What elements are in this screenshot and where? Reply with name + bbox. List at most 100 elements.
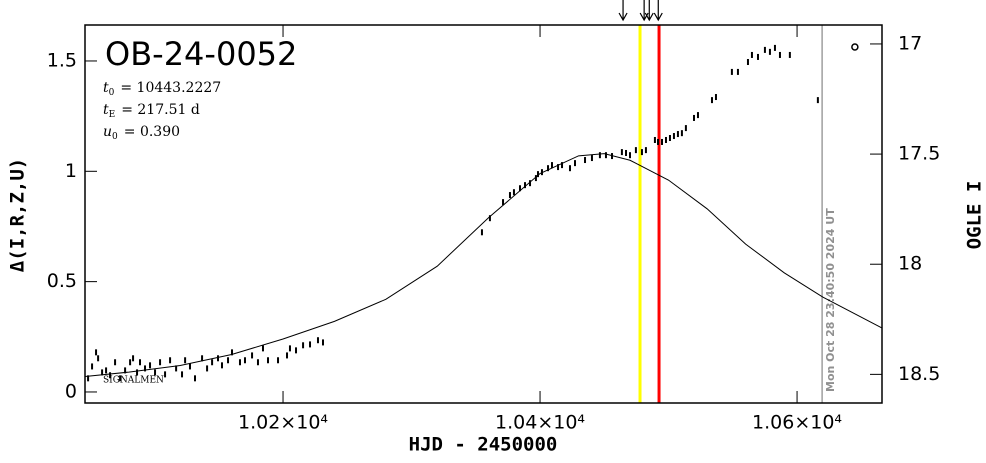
fit-parameter: t0 = 10443.2227 — [103, 80, 221, 98]
data-point — [529, 180, 532, 187]
data-point — [672, 133, 675, 140]
data-point — [87, 375, 90, 382]
y-tick-label: 0.5 — [47, 270, 77, 292]
data-point — [550, 162, 553, 169]
data-point — [714, 94, 717, 101]
data-point — [119, 375, 122, 382]
data-point — [692, 114, 695, 121]
data-point — [95, 349, 98, 356]
data-point — [561, 162, 564, 169]
data-point — [184, 357, 187, 364]
data-point — [91, 363, 94, 370]
data-point — [512, 189, 515, 196]
data-point — [139, 359, 142, 366]
model-curve — [85, 153, 883, 378]
arrow — [653, 0, 663, 22]
data-point — [132, 355, 135, 362]
data-point — [164, 371, 167, 378]
data-point — [194, 375, 197, 382]
data-point — [657, 138, 660, 145]
data-point — [309, 341, 312, 348]
data-point — [598, 152, 601, 159]
symbol: t — [103, 102, 109, 118]
subscript: 0 — [109, 88, 115, 98]
y-tick-label: 0 — [65, 380, 77, 402]
data-point — [502, 199, 505, 206]
data-point — [660, 138, 663, 145]
plot-frame — [84, 24, 883, 404]
data-point — [105, 367, 108, 374]
data-point — [763, 46, 766, 53]
data-point — [620, 149, 623, 156]
data-point — [261, 345, 264, 352]
data-point — [154, 369, 157, 376]
data-point — [547, 165, 550, 172]
data-point — [816, 97, 819, 104]
data-point — [114, 359, 117, 366]
y-tick-label: 1 — [65, 160, 77, 182]
value: = 10443.2227 — [120, 80, 221, 96]
data-point — [302, 342, 305, 349]
data-point — [584, 157, 587, 164]
data-point — [634, 147, 637, 154]
data-point — [851, 43, 859, 51]
data-point — [286, 352, 289, 359]
data-point — [668, 135, 671, 142]
data-point — [604, 152, 607, 159]
data-point — [756, 53, 759, 60]
data-point — [773, 44, 776, 51]
data-point — [778, 51, 781, 58]
data-point — [220, 362, 223, 369]
fit-parameter: tE = 217.51 d — [103, 102, 200, 120]
data-point — [144, 365, 147, 372]
data-point — [590, 155, 593, 162]
data-point — [101, 369, 104, 376]
data-point — [640, 149, 643, 156]
x-tick-label: 1.02×10⁴ — [238, 412, 328, 434]
data-point — [277, 357, 280, 364]
data-point — [653, 136, 656, 143]
data-point — [696, 112, 699, 119]
data-point — [243, 357, 246, 364]
data-point — [206, 365, 209, 372]
data-point — [129, 359, 132, 366]
data-point — [710, 97, 713, 104]
data-point — [676, 131, 679, 138]
data-point — [231, 349, 234, 356]
value: = 0.390 — [124, 124, 180, 140]
data-point — [508, 192, 511, 199]
data-point — [680, 130, 683, 137]
data-point — [181, 371, 184, 378]
data-point — [124, 367, 127, 374]
data-point — [201, 355, 204, 362]
data-point — [238, 359, 241, 366]
data-point — [316, 337, 319, 344]
x-tick-label: 1.04×10⁴ — [495, 412, 585, 434]
data-point — [736, 68, 739, 75]
y-axis-label: Δ(I,R,Z,U) — [7, 158, 29, 272]
data-point — [288, 345, 291, 352]
data-point — [169, 357, 172, 364]
data-point — [266, 357, 269, 364]
data-point — [217, 355, 220, 362]
arrow — [644, 0, 654, 22]
data-point — [321, 339, 324, 346]
data-point — [573, 160, 576, 167]
data-point — [534, 175, 537, 182]
data-point — [746, 59, 749, 66]
data-point — [557, 164, 560, 171]
data-point — [518, 185, 521, 192]
data-point — [644, 147, 647, 154]
data-point — [149, 362, 152, 369]
data-point — [227, 357, 230, 364]
data-point — [628, 152, 631, 159]
y-tick-label: 1.5 — [47, 49, 77, 71]
y2-tick-label: 17 — [898, 32, 922, 54]
arrow — [618, 0, 628, 22]
subscript: E — [109, 110, 116, 120]
data-point — [611, 153, 614, 160]
data-point — [768, 48, 771, 55]
symbol: t — [103, 80, 109, 96]
data-point — [109, 372, 112, 379]
